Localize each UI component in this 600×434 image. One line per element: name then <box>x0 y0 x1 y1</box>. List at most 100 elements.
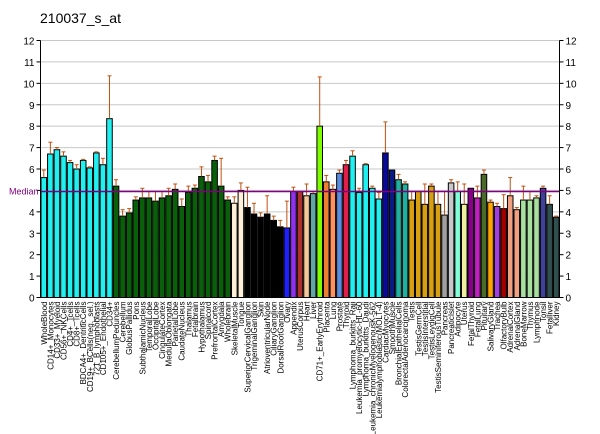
x-tick-label: ParietalLobe <box>171 301 180 346</box>
x-tick-label: Pons <box>132 302 141 320</box>
y-tick-label-left: 9 <box>29 101 35 112</box>
x-tick-label: Leukemialymphoblastic(MOLT-4) <box>375 301 384 418</box>
x-tick-label: Pituitary <box>480 301 489 330</box>
bar <box>93 152 100 298</box>
x-tick-label: CD105+_Endothelial <box>99 301 108 375</box>
y-tick-label-right: 11 <box>566 58 577 69</box>
bar <box>408 199 415 298</box>
y-tick-label-right: 6 <box>566 165 572 176</box>
bar <box>145 197 153 299</box>
bar <box>434 203 442 298</box>
bar <box>73 168 80 298</box>
x-tick-label: Skin <box>257 302 266 318</box>
x-tick-label: Testis <box>408 302 417 322</box>
bar <box>198 175 205 298</box>
x-tick-label: MedullaOblongata <box>165 301 174 366</box>
x-tick-label: OlfactoryBulb <box>500 301 509 350</box>
bar <box>60 155 67 298</box>
chart-title: 210037_s_at <box>40 10 121 26</box>
bar <box>290 190 297 298</box>
x-tick-label: TestisLeydigCell <box>427 301 436 359</box>
x-tick-label: Lymphoma_burkitts_Daudi <box>362 301 371 396</box>
y-tick-label-left: 2 <box>29 251 35 262</box>
x-tick-label: Lung <box>329 302 338 320</box>
bar <box>158 197 166 299</box>
x-tick-label: Wholebrain <box>224 302 233 342</box>
x-tick-label: GlobusPallidus <box>125 302 134 355</box>
y-tick-label-left: 4 <box>29 208 35 219</box>
x-tick-label: Lymphoma_burkitts_Raji <box>349 301 358 389</box>
bar <box>139 197 146 299</box>
x-tick-label: SubthalamicNucleus <box>138 302 147 375</box>
x-tick-label: AtrioventricularNode <box>263 301 272 374</box>
x-tick-label: Cerebellum <box>119 301 128 342</box>
bar <box>414 190 422 298</box>
bar <box>79 159 87 298</box>
x-tick-label: Thyroid <box>342 302 351 329</box>
x-tick-label: CD19+_BCells(neg._sel.) <box>86 301 95 392</box>
bar <box>303 195 310 298</box>
y-tick-label-right: 7 <box>566 144 572 155</box>
x-tick-label: SmoothMuscle <box>388 301 397 354</box>
x-tick-label: Trachea <box>493 301 502 331</box>
x-tick-label: TestisInterstitial <box>421 301 430 356</box>
bar <box>447 182 455 299</box>
x-tick-label: SalivaryGland <box>487 302 496 352</box>
x-tick-label: CD56+_NKCells <box>59 302 68 360</box>
bar <box>165 195 172 298</box>
x-tick-label: CD33+_Myeloid <box>53 302 62 359</box>
x-tick-label: TestisGermCell <box>414 301 423 355</box>
y-tick-label-right: 9 <box>566 101 572 112</box>
bar <box>487 201 494 298</box>
bar <box>211 159 218 298</box>
x-tick-label: Spinalcord <box>204 302 213 340</box>
bar <box>309 193 317 298</box>
x-tick-label: CerebellumPeduncles <box>112 302 121 380</box>
x-tick-label: Kidney <box>552 302 561 326</box>
median-label: Median <box>9 186 39 196</box>
x-tick-label: Tongue <box>237 301 246 328</box>
bar <box>539 187 547 298</box>
bar <box>231 202 238 298</box>
x-tick-label: AdrenalCortex <box>506 302 515 353</box>
bar <box>237 189 245 299</box>
x-tick-label: WholeBlood <box>40 302 49 345</box>
y-tick-label-left: 8 <box>29 122 35 133</box>
bar <box>112 185 120 298</box>
x-tick-label: Amygdala <box>217 301 226 337</box>
x-tick-label: CD8+_Tcells <box>73 302 82 347</box>
x-tick-label: Prostate <box>335 301 344 331</box>
x-tick-label: Tonsil <box>539 301 548 322</box>
x-tick-label: Appendix <box>289 302 298 335</box>
x-tick-label: Adipocyte <box>454 301 463 337</box>
x-tick-label: UterusCorpus <box>296 302 305 351</box>
bar <box>349 155 356 298</box>
x-tick-label: CaudateNucleus <box>178 302 187 361</box>
x-tick-label: Leukemia_chronicMyelogenousK-562 <box>368 301 377 434</box>
bar <box>257 216 264 298</box>
x-tick-label: Heart <box>303 301 312 321</box>
bar <box>382 152 389 298</box>
x-tick-label: AdrenalGland <box>513 302 522 351</box>
x-tick-label: PancreaticIslet <box>447 301 456 354</box>
x-tick-label: BronchialEpithelialCells <box>395 302 404 386</box>
bar <box>506 195 514 298</box>
bar <box>132 199 140 298</box>
x-tick-label: Fetalliver <box>546 301 555 334</box>
bar <box>217 185 225 298</box>
y-tick-label-left: 1 <box>29 272 35 283</box>
y-tick-label-right: 8 <box>566 122 572 133</box>
bar <box>533 197 540 299</box>
bar <box>106 118 113 298</box>
y-tick-label-left: 10 <box>23 79 35 90</box>
bar <box>395 179 402 298</box>
x-tick-label: BoneMarrow <box>519 301 528 347</box>
y-tick-label-left: 3 <box>29 229 35 240</box>
bar <box>283 227 291 298</box>
bar <box>329 188 337 299</box>
bar <box>441 214 448 299</box>
bar <box>460 203 468 298</box>
y-tick-label-left: 0 <box>29 294 35 305</box>
bar <box>277 226 284 298</box>
